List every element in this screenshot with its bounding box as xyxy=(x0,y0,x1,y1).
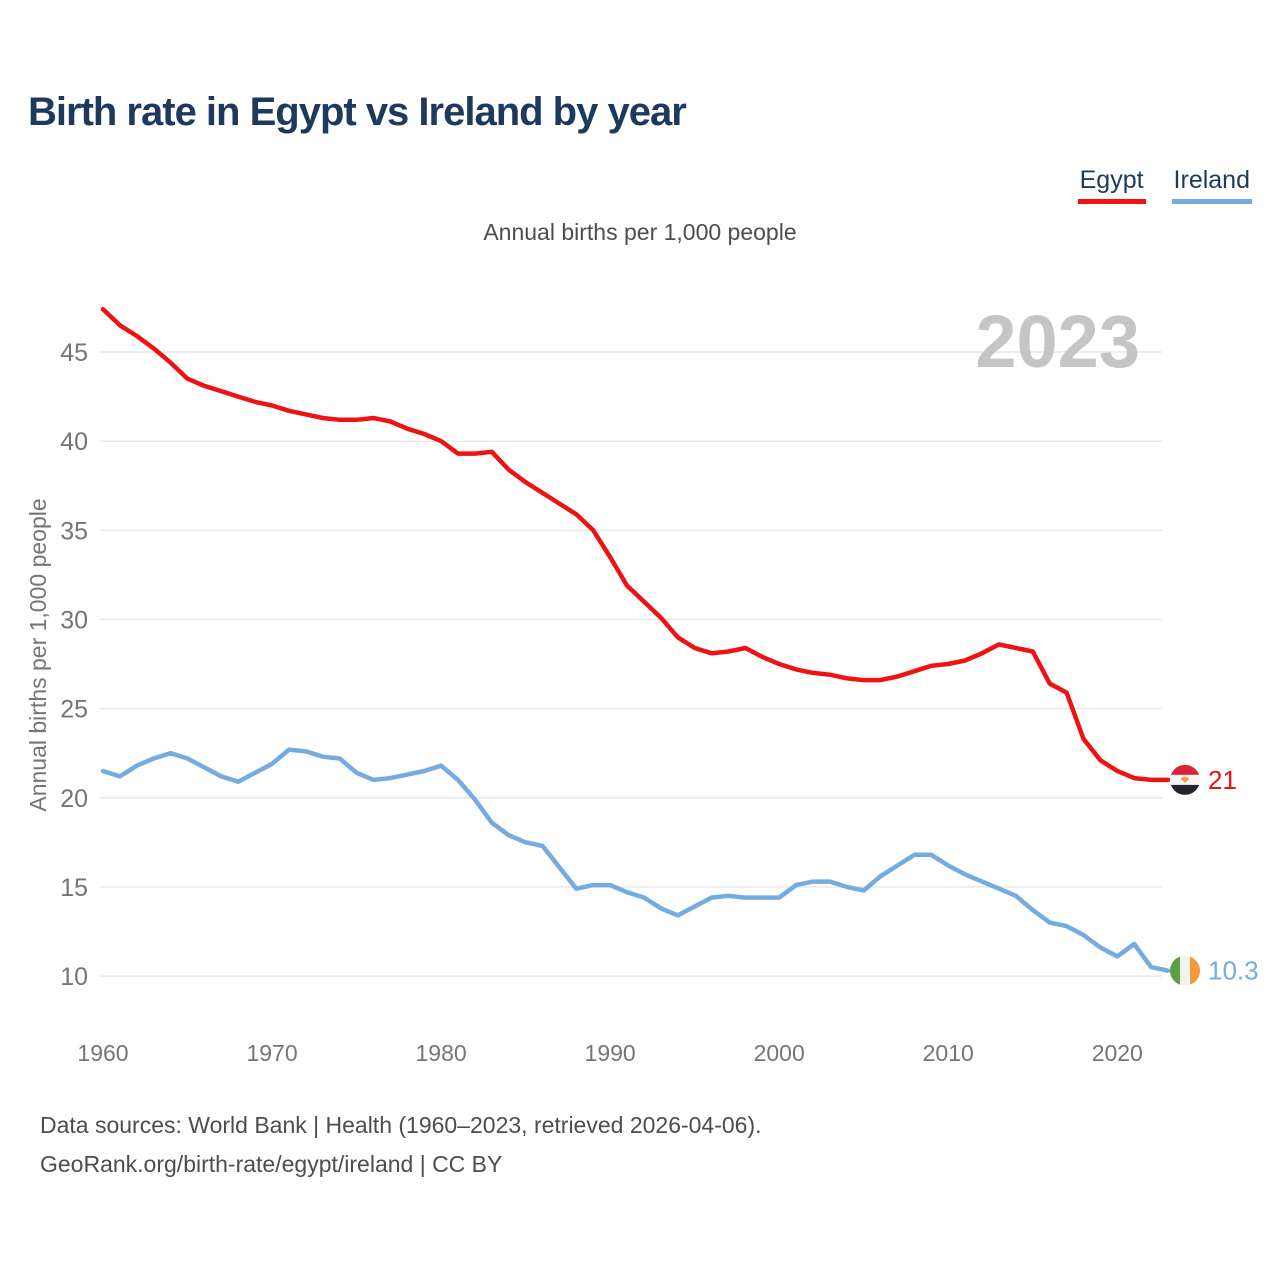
page-title: Birth rate in Egypt vs Ireland by year xyxy=(28,90,687,134)
series-end-value-egypt: 21 xyxy=(1208,765,1237,795)
y-axis-tick-label: 20 xyxy=(60,785,88,813)
egypt-flag-icon xyxy=(1170,764,1200,795)
legend-item-egypt[interactable]: Egypt xyxy=(1077,166,1146,204)
watermark-year: 2023 xyxy=(975,300,1140,383)
footer-source-line: Data sources: World Bank | Health (1960–… xyxy=(40,1112,762,1138)
y-axis-tick-label: 40 xyxy=(60,428,88,456)
x-axis-tick-label: 2020 xyxy=(1092,1040,1143,1066)
x-axis-tick-label: 2010 xyxy=(923,1040,974,1066)
chart-subtitle: Annual births per 1,000 people xyxy=(483,219,797,245)
ireland-flag-icon xyxy=(1170,955,1200,986)
legend: Egypt Ireland xyxy=(1077,166,1252,204)
series-line-egypt[interactable] xyxy=(100,306,1171,783)
footer-license-line: GeoRank.org/birth-rate/egypt/ireland | C… xyxy=(40,1151,503,1177)
x-axis-tick-label: 1960 xyxy=(77,1040,128,1066)
y-axis-tick-label: 30 xyxy=(60,606,88,634)
x-axis-tick-label: 1990 xyxy=(585,1040,636,1066)
x-axis-tick-label: 1980 xyxy=(416,1040,467,1066)
legend-item-ireland[interactable]: Ireland xyxy=(1171,166,1252,204)
footer: Data sources: World Bank | Health (1960–… xyxy=(40,1106,762,1184)
x-axis-tick-label: 1970 xyxy=(246,1040,297,1066)
y-axis-tick-label: 45 xyxy=(60,339,88,367)
y-axis-tick-label: 15 xyxy=(60,874,88,902)
y-axis-title: Annual births per 1,000 people xyxy=(25,498,51,811)
y-axis-tick-label: 10 xyxy=(60,963,88,991)
x-axis-tick-label: 2000 xyxy=(754,1040,805,1066)
series-end-value-ireland: 10.3 xyxy=(1208,956,1259,986)
series-line-ireland[interactable] xyxy=(100,747,1171,973)
y-axis-tick-label: 25 xyxy=(60,696,88,724)
y-axis-tick-label: 35 xyxy=(60,517,88,545)
